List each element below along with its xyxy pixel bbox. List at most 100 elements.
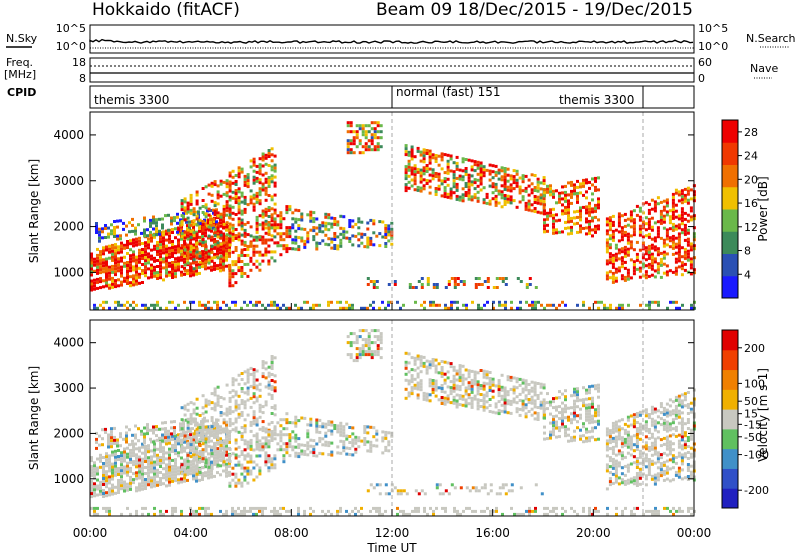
power-cell [231, 229, 235, 233]
velocity-cell [635, 457, 639, 460]
velocity-cell [573, 402, 576, 406]
power-cell [653, 203, 657, 207]
power-cell [614, 267, 618, 271]
velocity-cell [261, 363, 265, 367]
power-cell [355, 133, 359, 137]
velocity-cell [111, 462, 114, 466]
velocity-cell [147, 474, 150, 478]
power-cell [204, 303, 207, 307]
power-cell [273, 220, 277, 224]
velocity-cell [452, 380, 456, 384]
velocity-cell [213, 390, 217, 394]
power-cell [486, 286, 490, 289]
power-cell [369, 280, 373, 283]
velocity-cell [125, 440, 128, 444]
velocity-cell [297, 419, 301, 423]
velocity-cell [509, 411, 513, 415]
velocity-cell [294, 454, 298, 458]
velocity-cell [617, 476, 621, 480]
power-cell [162, 251, 165, 255]
velocity-cell [144, 481, 147, 484]
velocity-cell [225, 413, 229, 417]
velocity-cell [564, 404, 567, 408]
velocity-cell [261, 436, 265, 440]
power-cell [135, 243, 138, 247]
power-cell [222, 268, 225, 272]
velocity-cell [110, 427, 113, 431]
velocity-cell [240, 372, 244, 375]
power-cell [461, 175, 465, 179]
velocity-cell [237, 460, 241, 464]
power-cell [546, 229, 549, 233]
power-cell [240, 242, 244, 246]
power-cell [407, 186, 411, 190]
power-cell [509, 189, 513, 193]
velocity-cell [147, 480, 150, 484]
velocity-cell [210, 427, 213, 431]
velocity-cell [177, 451, 180, 455]
velocity-cell [591, 420, 594, 424]
power-cell [174, 272, 177, 276]
power-cell [180, 223, 184, 227]
velocity-cell [440, 390, 444, 393]
noise-sky-line [89, 38, 694, 44]
power-cell [237, 202, 241, 206]
power-cell [674, 191, 678, 195]
power-cell [180, 205, 184, 209]
power-cell [536, 183, 540, 187]
power-cell [638, 209, 642, 213]
power-cell [632, 224, 636, 228]
power-cell [264, 180, 268, 184]
velocity-cell [419, 361, 423, 365]
velocity-cell [434, 394, 438, 398]
power-cell [132, 300, 135, 304]
power-cell [665, 252, 669, 256]
power-cell [674, 215, 678, 219]
velocity-cell [201, 475, 204, 478]
power-cell [189, 250, 192, 254]
velocity-cell [364, 341, 368, 345]
power-cell [270, 303, 273, 307]
power-cell [597, 300, 600, 304]
power-cell [174, 236, 177, 240]
power-cell [258, 214, 262, 218]
power-cell [291, 241, 295, 245]
power-cell [671, 246, 675, 250]
power-cell [605, 223, 609, 227]
velocity-cell [195, 476, 198, 480]
power-cell [225, 225, 228, 229]
velocity-cell [294, 433, 298, 437]
power-cell [219, 212, 223, 216]
power-cell [470, 180, 474, 184]
power-cell [378, 232, 382, 236]
velocity-cell [267, 433, 271, 437]
velocity-cell [231, 389, 235, 393]
velocity-cell [558, 396, 561, 400]
velocity-cell [117, 467, 120, 470]
power-cell [677, 199, 681, 203]
power-cell [650, 216, 654, 220]
velocity-cell [270, 406, 274, 409]
velocity-cell [183, 476, 186, 480]
velocity-cell [153, 442, 156, 446]
velocity-cell [288, 421, 292, 425]
power-cell [662, 205, 666, 209]
velocity-cell [626, 451, 630, 455]
velocity-cell [213, 450, 217, 454]
power-cell [339, 232, 343, 236]
power-cell [333, 235, 337, 238]
power-cell [255, 230, 259, 234]
power-cell [132, 283, 135, 287]
power-cell [195, 199, 199, 203]
power-cell [216, 214, 220, 218]
velocity-cell [294, 421, 298, 425]
power-cell [555, 201, 558, 205]
power-cell [623, 260, 627, 264]
power-cell [153, 256, 156, 260]
power-cell [638, 206, 642, 210]
power-cell [153, 268, 156, 272]
power-cell [234, 195, 238, 198]
power-cell [482, 171, 486, 175]
velocity-cell [629, 444, 633, 448]
power-cell [591, 183, 594, 187]
